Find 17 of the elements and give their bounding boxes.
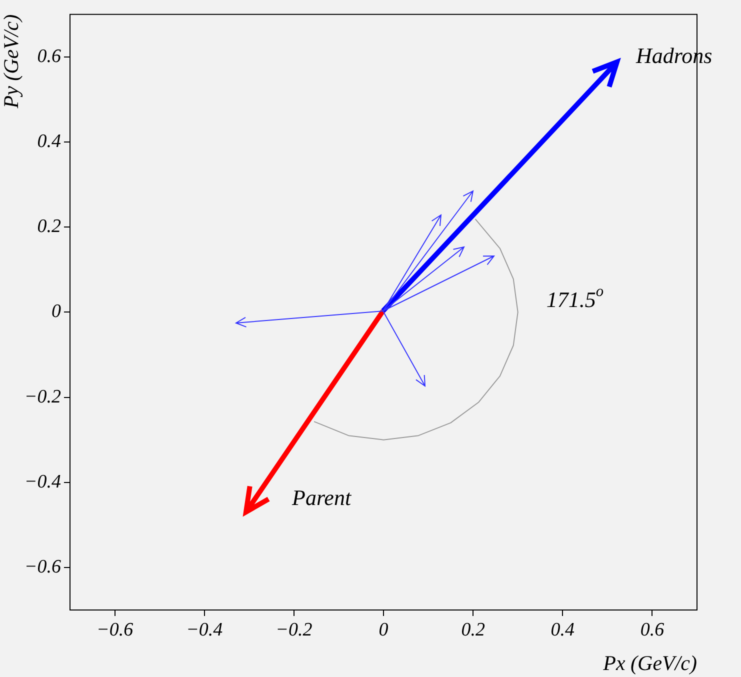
x-tick-label: 0.4 bbox=[550, 619, 576, 640]
x-tick-label: −0.4 bbox=[186, 619, 224, 640]
y-tick-label: −0.4 bbox=[24, 471, 62, 492]
x-tick-label: −0.6 bbox=[96, 619, 134, 640]
y-tick-label: 0.6 bbox=[37, 46, 62, 67]
x-tick-label: −0.2 bbox=[276, 619, 313, 640]
y-tick-label: 0 bbox=[52, 301, 62, 322]
x-tick-label: 0.6 bbox=[640, 619, 665, 640]
x-tick-label: 0.2 bbox=[461, 619, 486, 640]
x-tick-label: 0 bbox=[378, 619, 389, 640]
y-tick-label: 0.2 bbox=[37, 216, 62, 238]
y-tick-label: 0.4 bbox=[37, 131, 62, 152]
y-tick-label: −0.2 bbox=[24, 386, 62, 408]
x-axis-title: Px (GeV/c) bbox=[602, 650, 697, 675]
y-tick-label: −0.6 bbox=[24, 556, 62, 578]
y-axis-title: Py (GeV/c) bbox=[0, 14, 24, 110]
annotation: Parent bbox=[291, 484, 352, 510]
